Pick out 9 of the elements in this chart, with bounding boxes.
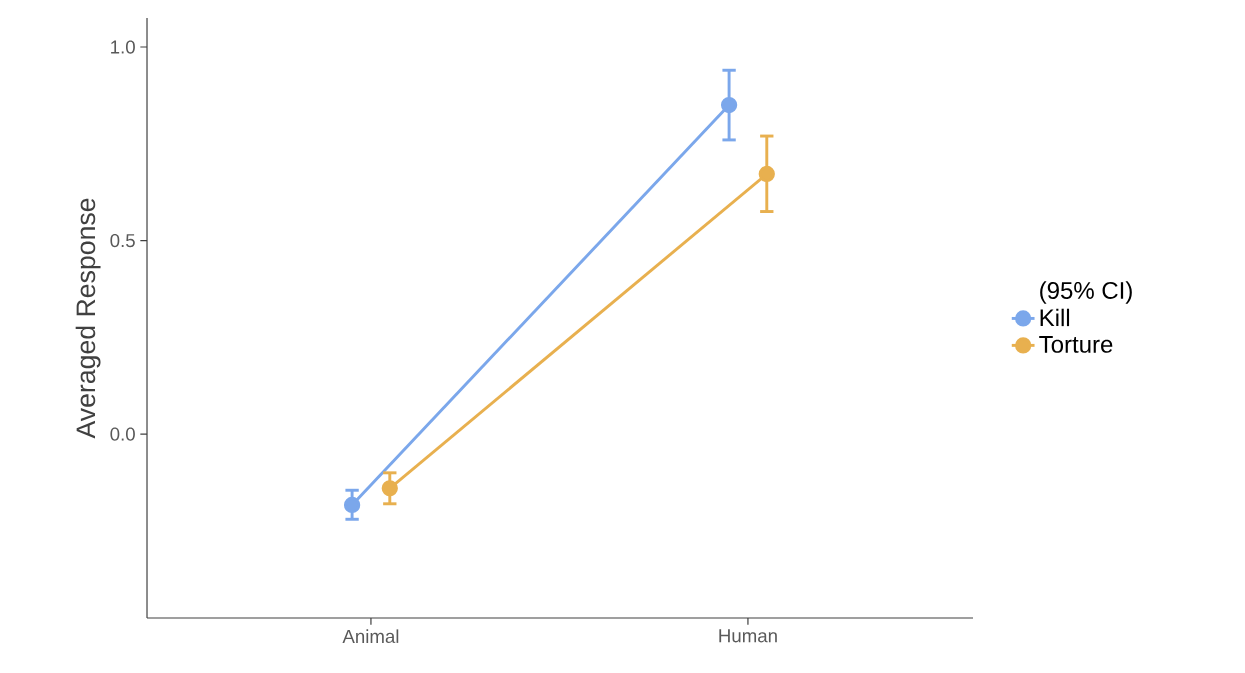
legend-label: Torture: [1039, 336, 1113, 353]
x-tick-label: Animal: [342, 629, 399, 644]
legend-title: (95% CI): [1040, 281, 1132, 304]
y-tick-label: 0.0: [110, 427, 135, 441]
y-tick-label: 0.5: [110, 233, 135, 248]
x-tick-label: Human: [719, 629, 777, 643]
y-tick-label: 1.0: [111, 40, 135, 54]
legend-label: Kill: [1040, 308, 1070, 327]
y-axis-title: Averaged Response: [75, 198, 101, 439]
